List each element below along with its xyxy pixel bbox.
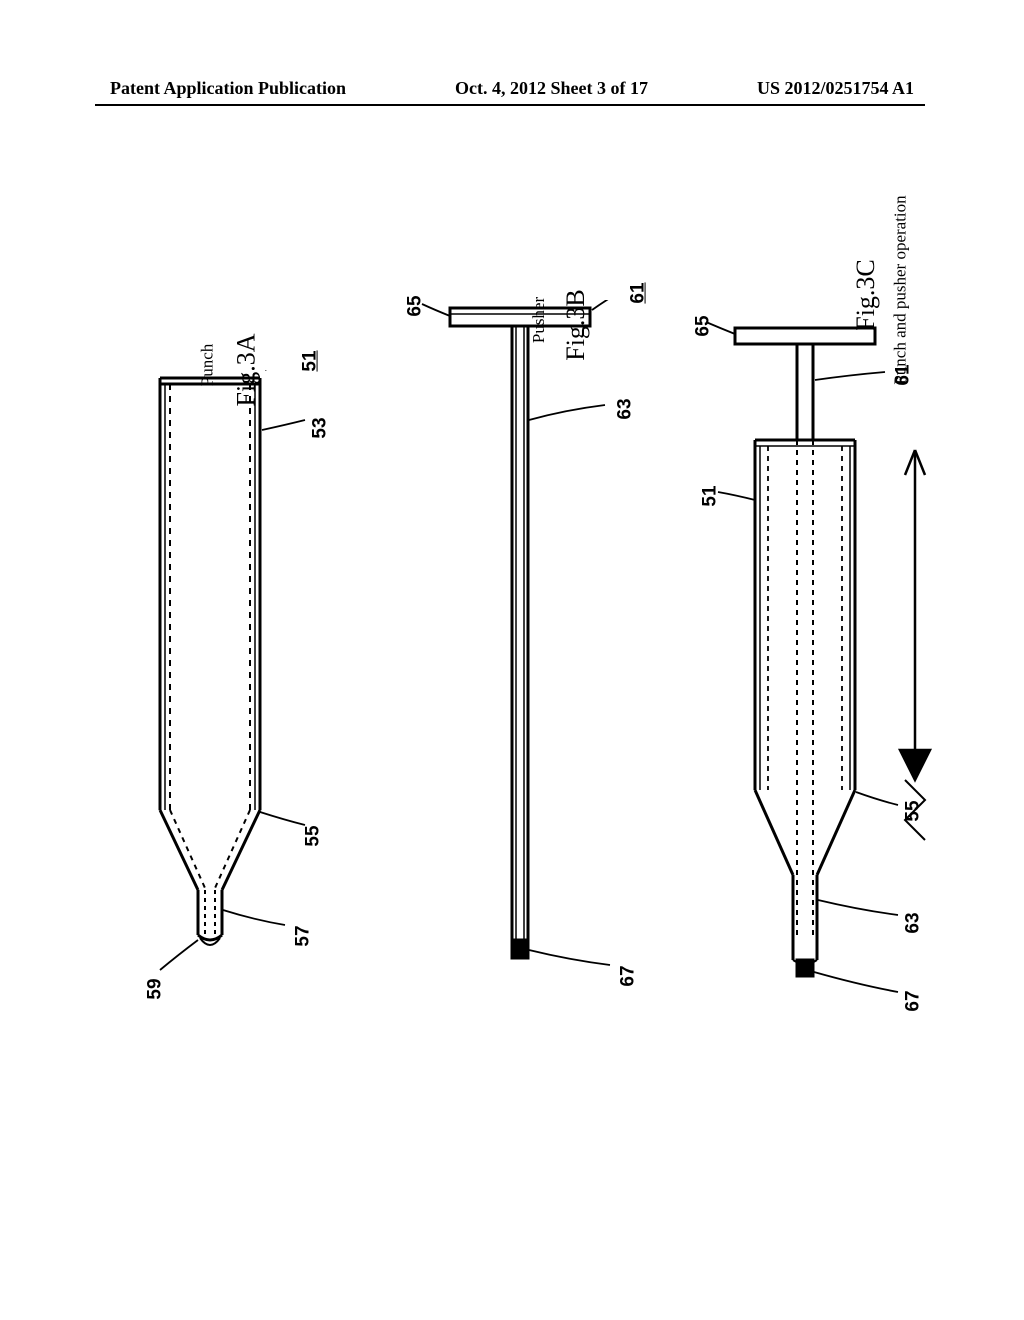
fig-c-ref-65: 65 <box>693 315 715 336</box>
fig-c-ref-55: 55 <box>903 800 925 821</box>
fig-b-ref-65: 65 <box>405 295 427 316</box>
fig-a-ref-51: 51 <box>300 350 322 371</box>
fig-b-ref-61: 61 <box>628 282 650 303</box>
fig-b-drawing <box>420 300 640 1020</box>
fig-c-ref-51: 51 <box>700 485 722 506</box>
page-header: Patent Application Publication Oct. 4, 2… <box>0 78 1024 99</box>
header-rule <box>95 104 925 106</box>
fig-b-ref-67: 67 <box>618 965 640 986</box>
header-center: Oct. 4, 2012 Sheet 3 of 17 <box>455 78 648 99</box>
fig-b-ref-63: 63 <box>615 398 637 419</box>
fig-c-ref-67: 67 <box>903 990 925 1011</box>
fig-a-ref-53: 53 <box>310 417 332 438</box>
fig-c-ref-63: 63 <box>903 912 925 933</box>
header-right: US 2012/0251754 A1 <box>757 78 914 99</box>
fig-c-ref-61: 61 <box>893 364 915 385</box>
fig-a-ref-59: 59 <box>145 978 167 999</box>
fig-a-ref-55: 55 <box>303 825 325 846</box>
fig-a-drawing <box>110 370 330 1010</box>
fig-a-ref-57: 57 <box>293 925 315 946</box>
header-left: Patent Application Publication <box>110 78 346 99</box>
